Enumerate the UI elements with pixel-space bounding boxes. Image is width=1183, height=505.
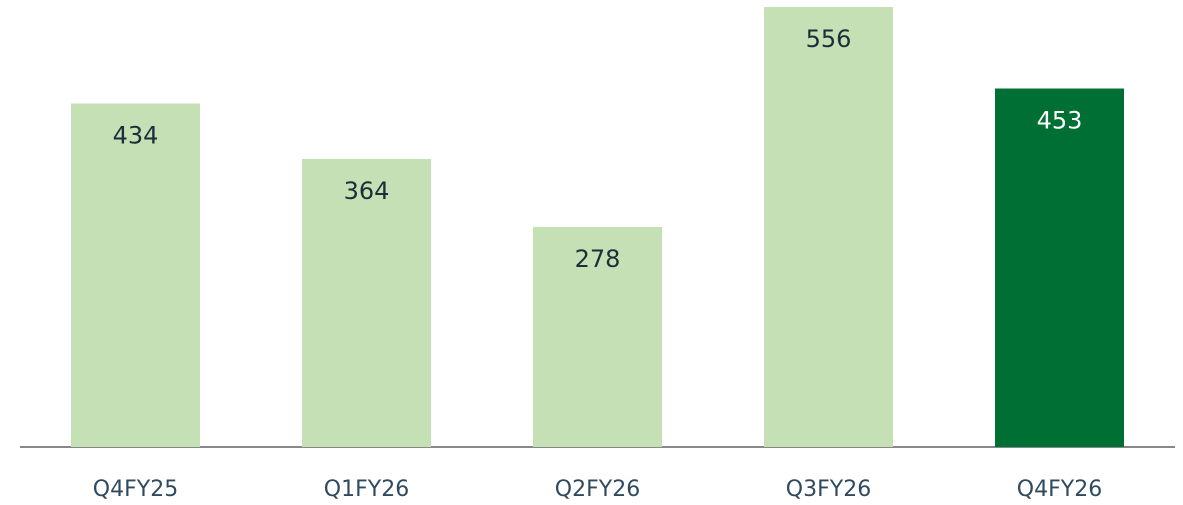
x-tick-label: Q1FY26 — [324, 477, 409, 502]
bar — [302, 158, 431, 447]
x-tick-label: Q4FY26 — [1017, 477, 1102, 502]
bar — [71, 103, 200, 448]
data-label: 434 — [113, 122, 159, 150]
x-tick-label: Q4FY25 — [93, 477, 178, 502]
x-tick-label: Q3FY26 — [786, 477, 871, 502]
data-label: 453 — [1037, 107, 1083, 135]
bar — [995, 88, 1124, 447]
data-label: 556 — [806, 25, 852, 53]
bar — [764, 7, 893, 447]
data-label: 364 — [344, 177, 390, 205]
data-label: 278 — [575, 245, 621, 273]
bar — [533, 227, 662, 447]
x-tick-label: Q2FY26 — [555, 477, 640, 502]
